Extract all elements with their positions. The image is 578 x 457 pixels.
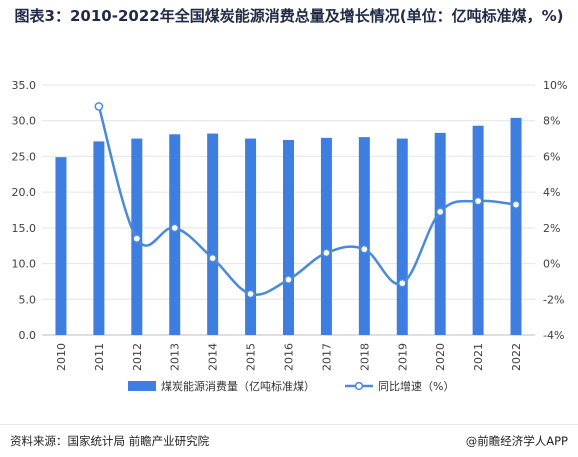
x-tick-label: 2022 <box>510 343 523 371</box>
x-tick-label: 2018 <box>358 343 371 371</box>
growth-point-2018 <box>359 244 369 254</box>
growth-point-2019 <box>397 278 407 288</box>
bar-2016 <box>283 140 294 335</box>
right-axis: -4% -2% 0% 2% 4% 6% 8% 10% <box>543 79 567 342</box>
x-tick-label: 2015 <box>245 343 258 371</box>
x-tick-label: 2021 <box>472 343 485 371</box>
growth-point-2022 <box>511 200 521 209</box>
left-tick-label: 5.0 <box>19 293 37 306</box>
left-tick-label: 30.0 <box>12 115 37 128</box>
bar-2011 <box>93 141 105 335</box>
growth-point-2017 <box>322 248 331 258</box>
bar-2013 <box>169 134 181 335</box>
x-tick-label: 2011 <box>93 343 106 371</box>
bar-2022 <box>510 117 522 335</box>
bar-2020 <box>434 132 446 335</box>
footer: 资料来源：国家统计局 前瞻产业研究院 @前瞻经济学人APP <box>0 424 578 457</box>
x-tick-label: 2012 <box>131 343 144 371</box>
growth-point-2015 <box>246 289 255 299</box>
growth-point-2014 <box>208 253 218 263</box>
x-axis: 2010 2011 2012 2013 2014 2015 2016 2017 2018 2019… <box>55 343 523 371</box>
left-axis: 0.0 5.0 10.0 15.0 20.0 25.0 30.0 35.0 <box>12 79 37 342</box>
legend-line-marker <box>354 381 364 391</box>
x-tick-label: 2020 <box>434 343 447 371</box>
bar-2010 <box>55 157 67 335</box>
right-tick-label: 6% <box>543 150 560 163</box>
left-tick-label: 20.0 <box>12 186 37 199</box>
right-tick-label: -2% <box>543 293 564 306</box>
bar-2014 <box>207 133 219 335</box>
right-tick-label: 0% <box>543 258 560 271</box>
bar-2021 <box>472 125 484 335</box>
growth-line <box>97 106 517 296</box>
line-series <box>94 102 521 299</box>
left-tick-label: 10.0 <box>12 258 37 271</box>
left-tick-label: 15.0 <box>12 222 37 235</box>
right-tick-label: 8% <box>543 115 560 128</box>
legend-line-label: 同比增速（%） <box>378 379 454 393</box>
right-tick-label: 4% <box>543 186 560 199</box>
bar-series <box>55 117 522 335</box>
source-note: 资料来源：国家统计局 前瞻产业研究院 <box>10 434 210 448</box>
legend: 煤炭能源消费量（亿吨标准煤） 同比增速（%） <box>128 379 454 393</box>
bar-2015 <box>245 138 257 335</box>
legend-bar-swatch <box>128 381 156 391</box>
legend-bar-label: 煤炭能源消费量（亿吨标准煤） <box>161 379 315 393</box>
left-tick-label: 0.0 <box>19 329 37 342</box>
left-tick-label: 25.0 <box>12 150 37 163</box>
bar-2018 <box>358 137 370 335</box>
growth-point-2012 <box>132 234 142 243</box>
chart-title: 图表3：2010-2022年全国煤炭能源消费总量及增长情况(单位：亿吨标准煤，%… <box>14 7 564 25</box>
x-tick-label: 2017 <box>320 343 333 371</box>
growth-point-2013 <box>170 223 180 233</box>
chart: 0.0 5.0 10.0 15.0 20.0 25.0 30.0 35.0 -4% -2% 0% 2… <box>12 79 568 393</box>
x-tick-label: 2010 <box>55 343 68 371</box>
right-tick-label: 2% <box>543 222 560 235</box>
right-tick-label: -4% <box>543 329 564 342</box>
bar-2019 <box>396 138 408 335</box>
brand-credit: @前瞻经济学人APP <box>465 434 568 448</box>
growth-point-2011 <box>94 102 104 111</box>
left-tick-label: 35.0 <box>12 79 37 92</box>
growth-point-2016 <box>284 275 293 284</box>
growth-point-2021 <box>473 196 483 206</box>
x-tick-label: 2019 <box>396 343 409 371</box>
x-tick-label: 2016 <box>283 343 296 371</box>
growth-point-2020 <box>435 207 445 217</box>
bar-2017 <box>320 137 332 335</box>
x-tick-label: 2014 <box>207 343 220 371</box>
x-tick-label: 2013 <box>169 343 182 371</box>
right-tick-label: 10% <box>543 79 567 92</box>
